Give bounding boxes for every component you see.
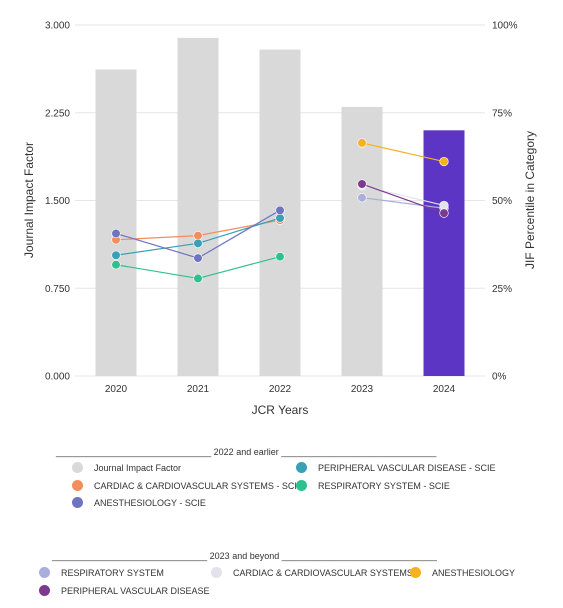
x-tick-label: 2023 (351, 384, 374, 395)
left-tick-label: 3.000 (45, 21, 70, 32)
series-point-1-2021 (193, 238, 203, 248)
legend-item[interactable]: CARDIAC & CARDIOVASCULAR SYSTEMS - SCIE (72, 480, 303, 491)
jif-chart: 0.000 0.750 1.500 2.250 3.000 0% 25% 50% 75% 100… (22, 21, 537, 418)
line-series (111, 138, 449, 284)
series-point-4-2023 (357, 193, 367, 203)
series-point-7-2023 (357, 179, 367, 189)
legend-label: RESPIRATORY SYSTEM (61, 567, 164, 578)
series-point-2-2021 (193, 273, 203, 284)
legend-item[interactable]: CARDIAC & CARDIOVASCULAR SYSTEMS (211, 567, 413, 578)
series-point-3-2020 (111, 228, 121, 239)
series-point-2-2020 (111, 260, 121, 270)
legend-item[interactable]: Journal Impact Factor (72, 462, 181, 473)
series-point-6-2023 (357, 138, 367, 148)
legend-label: PERIPHERAL VASCULAR DISEASE - SCIE (318, 462, 496, 473)
legend-label: ANESTHESIOLOGY (432, 567, 516, 578)
series-line-6 (361, 142, 445, 163)
legend-label: Journal Impact Factor (94, 462, 182, 473)
x-tick-label: 2020 (105, 384, 128, 395)
legend-marker (72, 480, 83, 491)
x-axis-title: JCR Years (252, 403, 309, 417)
jif-bar-2021 (177, 37, 219, 377)
left-tick-label: 2.250 (45, 108, 70, 119)
left-tick-label: 1.500 (45, 196, 70, 207)
legend-label: ANESTHESIOLOGY - SCIE (94, 497, 206, 508)
jif-bar-2023 (341, 106, 383, 377)
jif-bar-2020 (95, 69, 137, 377)
legend-marker (410, 567, 421, 578)
series-point-1-2022 (275, 213, 285, 223)
legend-label: CARDIAC & CARDIOVASCULAR SYSTEMS - SCIE (94, 480, 303, 491)
legend-label: PERIPHERAL VASCULAR DISEASE (61, 585, 210, 596)
right-axis-ticks: 0% 25% 50% 75% 100% (492, 21, 518, 383)
jif-bar-2024 (423, 130, 465, 376)
right-tick-label: 100% (492, 21, 518, 32)
left-tick-label: 0.750 (45, 284, 70, 295)
legend-marker (39, 567, 50, 578)
x-tick-label: 2022 (269, 384, 292, 395)
left-axis-ticks: 0.000 0.750 1.500 2.250 3.000 (45, 21, 70, 383)
left-axis-title: Journal Impact Factor (22, 142, 36, 258)
legend-marker (296, 462, 307, 473)
right-tick-label: 75% (492, 108, 512, 119)
legend-marker (72, 497, 83, 508)
legend-item[interactable]: PERIPHERAL VASCULAR DISEASE - SCIE (296, 462, 496, 473)
series-point-7-2024 (439, 208, 449, 218)
legend-item[interactable]: RESPIRATORY SYSTEM - SCIE (296, 480, 450, 491)
legend-item[interactable]: ANESTHESIOLOGY (410, 567, 515, 578)
legend-marker (39, 585, 50, 596)
series-point-0-2021 (193, 231, 203, 241)
series-line-7 (361, 183, 445, 214)
right-tick-label: 25% (492, 284, 512, 295)
series-point-6-2024 (439, 156, 449, 167)
legend-marker (72, 462, 83, 473)
left-tick-label: 0.000 (45, 372, 70, 383)
legend-marker (211, 567, 222, 578)
series-point-1-2020 (111, 250, 121, 260)
right-axis-title: JIF Percentile in Category (523, 131, 537, 269)
right-tick-label: 0% (492, 372, 507, 383)
legend-item[interactable]: ANESTHESIOLOGY - SCIE (72, 497, 206, 508)
legend-label: CARDIAC & CARDIOVASCULAR SYSTEMS (233, 567, 413, 578)
x-tick-label: 2024 (433, 384, 456, 395)
x-tick-label: 2021 (187, 384, 210, 395)
x-axis-ticks: 2020 2021 2022 2023 2024 (105, 384, 456, 395)
series-line-4 (361, 197, 445, 209)
series-point-2-2022 (275, 252, 285, 262)
series-point-3-2022 (275, 205, 285, 215)
series-point-5-2024 (439, 200, 449, 211)
legend-marker (296, 480, 307, 491)
series-point-3-2021 (193, 253, 203, 263)
legend-group1-title: _______________________________ 2022 and… (56, 447, 437, 457)
legend-group2-title: _______________________________ 2023 and… (52, 551, 437, 561)
right-tick-label: 50% (492, 196, 512, 207)
legend-item[interactable]: PERIPHERAL VASCULAR DISEASE (39, 585, 210, 596)
legend-item[interactable]: RESPIRATORY SYSTEM (39, 567, 164, 578)
legend-label: RESPIRATORY SYSTEM - SCIE (318, 480, 450, 491)
